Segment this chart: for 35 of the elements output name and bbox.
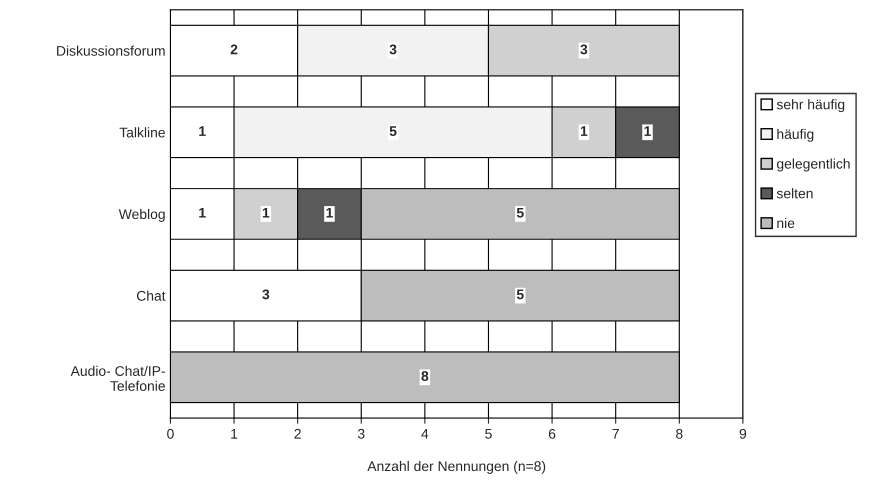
y-tick-label: Chat <box>136 290 166 301</box>
x-tick-label: 6 <box>548 428 556 439</box>
x-tick-label: 4 <box>421 429 428 439</box>
y-tick-label: Talkline <box>120 127 165 138</box>
x-tick-label: 1 <box>231 429 238 439</box>
data-label: 3 <box>580 44 588 54</box>
data-label: 2 <box>230 44 238 54</box>
data-label: 8 <box>421 371 428 381</box>
x-tick-label: 9 <box>740 428 746 439</box>
y-tick-label: Audio- Chat/IP- Telefonie <box>70 366 165 391</box>
data-label: 3 <box>262 289 270 300</box>
data-label: 1 <box>199 208 206 218</box>
legend-label: häufig <box>777 128 814 142</box>
legend-label: sehr häufig <box>776 99 844 112</box>
x-tick-label: 5 <box>485 429 492 439</box>
legend-label: nie <box>777 218 794 228</box>
y-tick-label: Weblog <box>118 208 165 222</box>
y-tick-label: Diskussionsforum <box>57 46 165 56</box>
x-tick-label: 2 <box>294 428 301 439</box>
data-label: 1 <box>644 126 651 136</box>
data-label: 5 <box>516 208 524 218</box>
data-label: 5 <box>390 126 397 136</box>
legend-label: selten <box>776 188 813 198</box>
x-axis-title: Anzahl der Nennungen (n=8) <box>367 460 546 474</box>
data-label: 1 <box>326 208 333 218</box>
data-label: 1 <box>199 126 206 136</box>
x-tick-label: 0 <box>167 428 174 439</box>
data-label: 1 <box>262 208 270 218</box>
x-tick-label: 8 <box>676 428 683 439</box>
data-label: 3 <box>390 44 396 54</box>
data-label: 5 <box>516 290 524 300</box>
legend-label: gelegentlich <box>776 158 850 172</box>
x-tick-label: 7 <box>612 429 619 439</box>
data-label: 1 <box>580 126 588 136</box>
x-tick-label: 3 <box>358 428 365 439</box>
